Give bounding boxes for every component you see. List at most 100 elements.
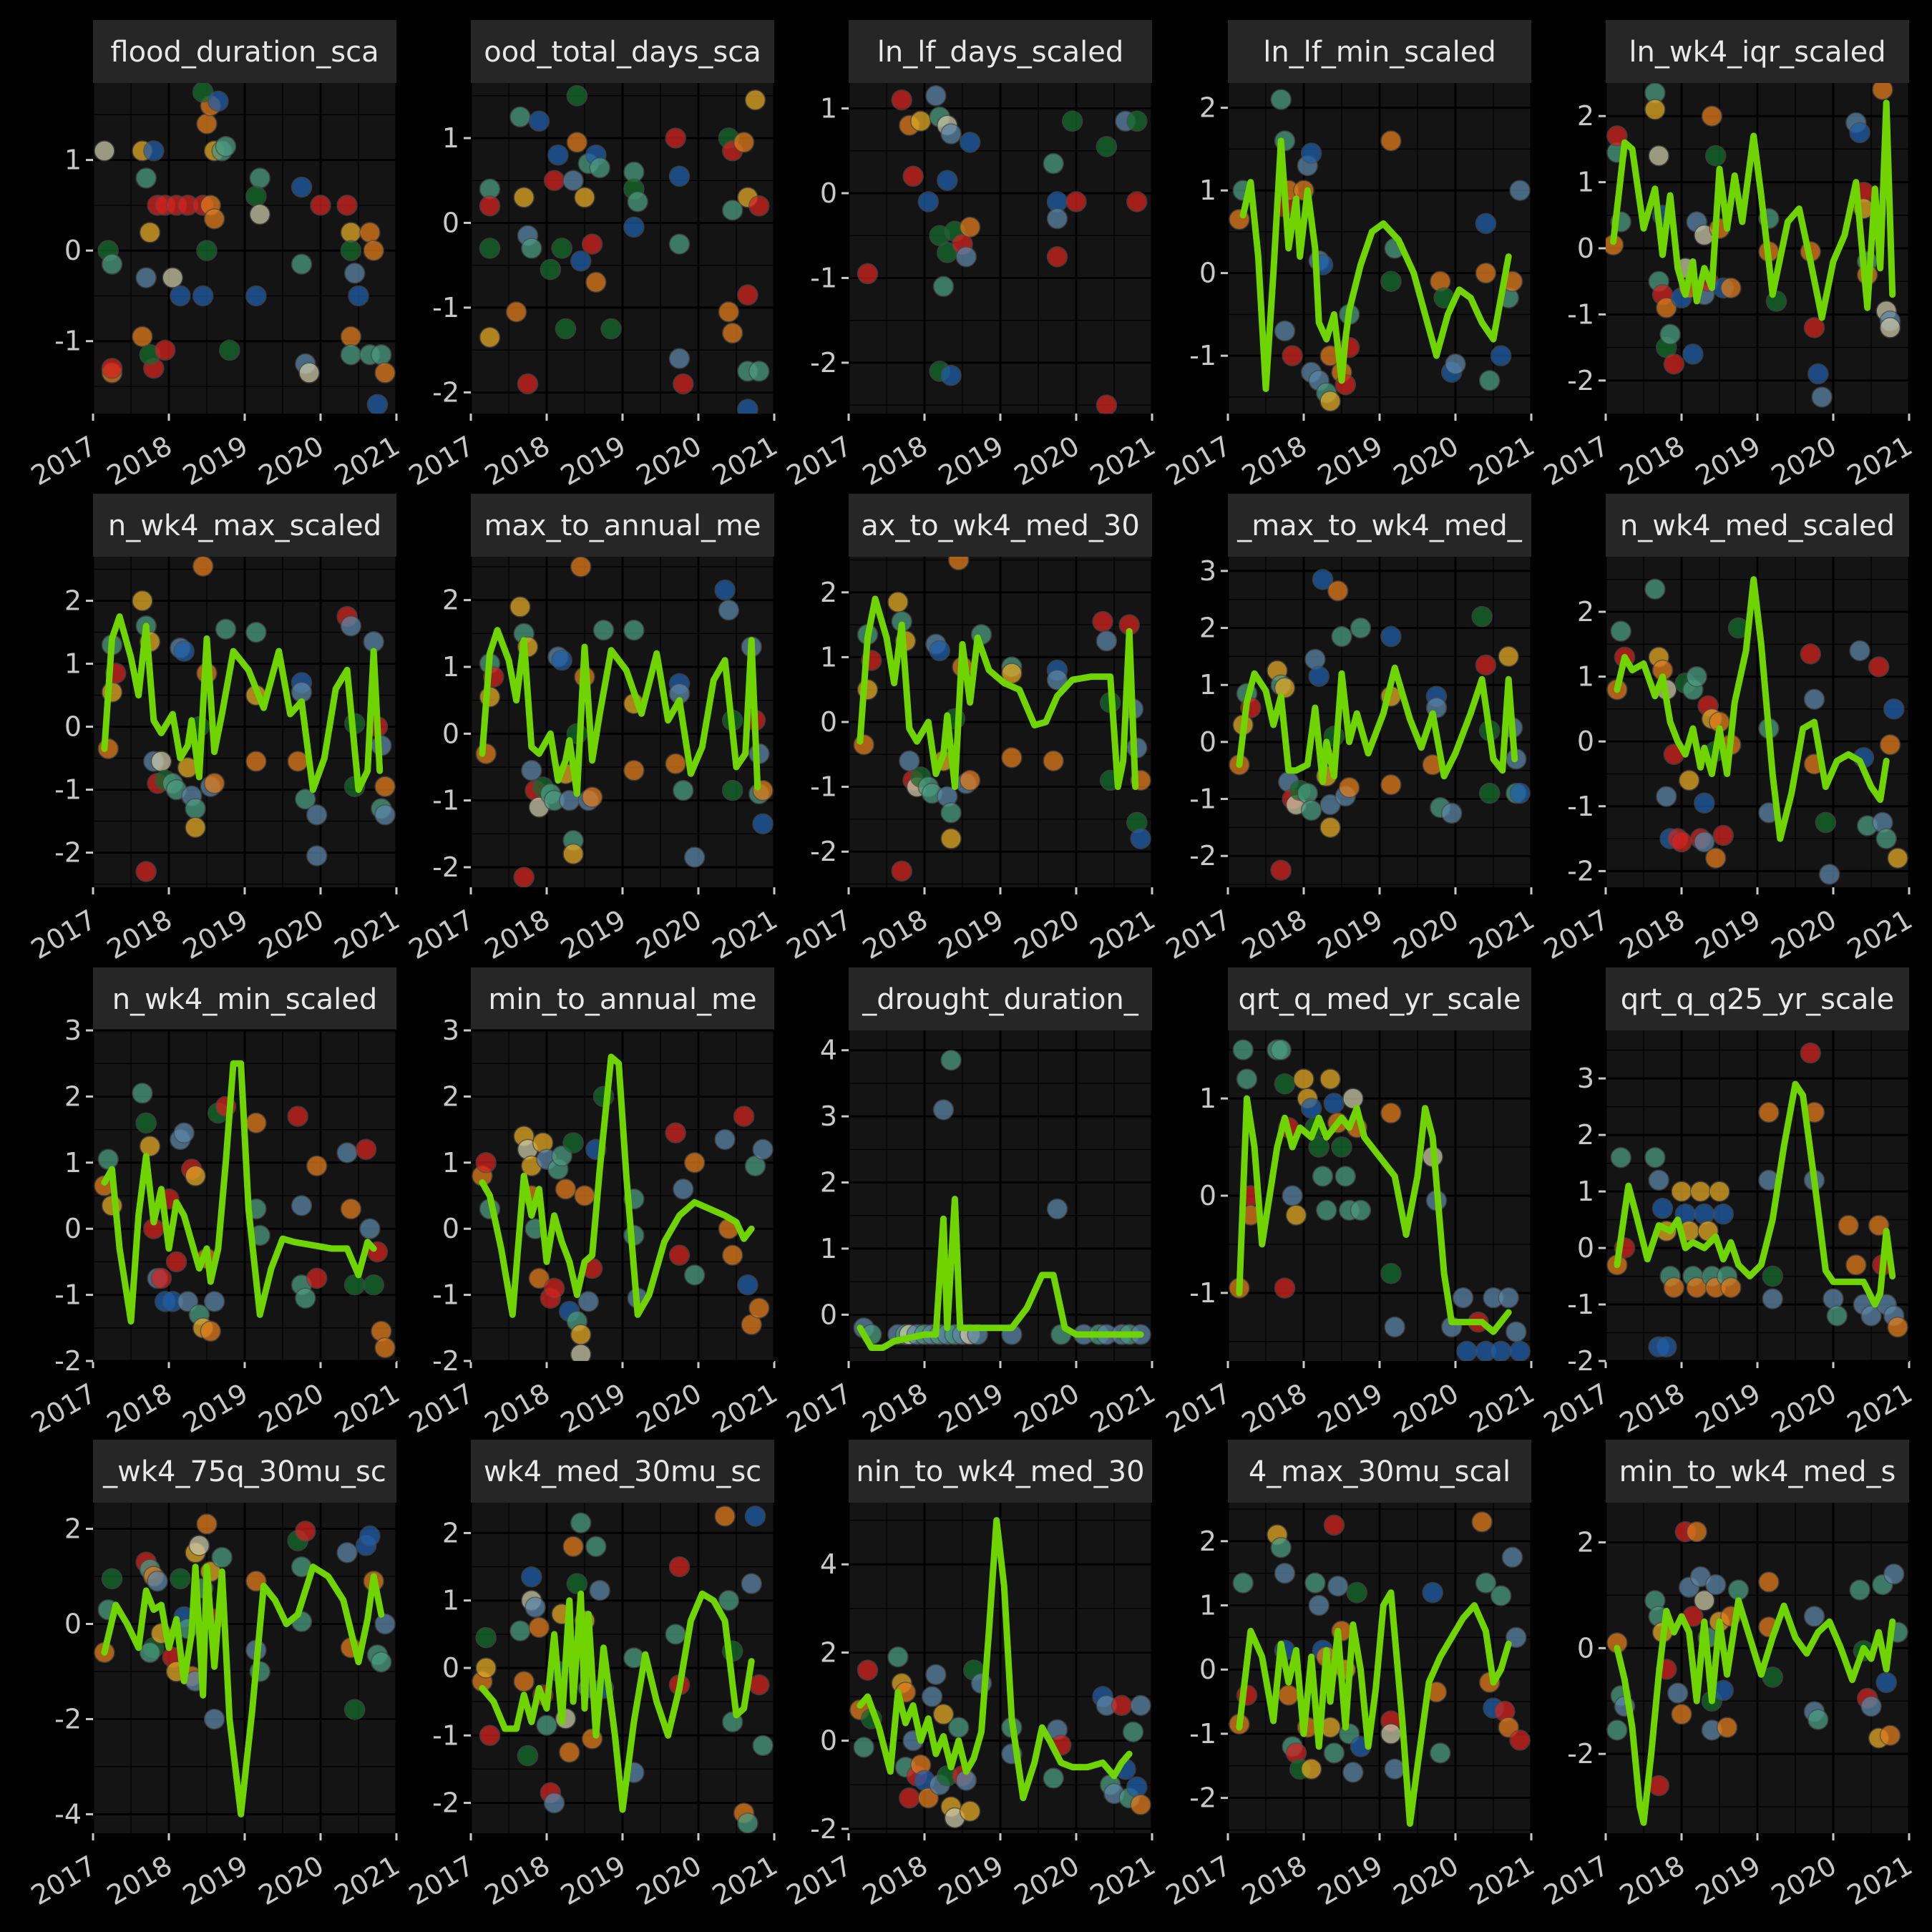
data-point bbox=[1043, 152, 1064, 175]
x-tick-label: 2020 bbox=[631, 904, 707, 965]
x-tick-label: 2017 bbox=[404, 904, 479, 965]
data-point bbox=[1312, 1166, 1334, 1187]
y-tick-label: 0 bbox=[64, 711, 82, 743]
data-point bbox=[1096, 394, 1118, 414]
data-point bbox=[249, 203, 270, 225]
data-point bbox=[1807, 1709, 1829, 1730]
trend-line bbox=[101, 1060, 377, 1325]
data-point bbox=[1096, 630, 1118, 652]
data-point bbox=[1297, 782, 1319, 804]
y-tick-label: 1 bbox=[64, 1147, 82, 1179]
data-point bbox=[1644, 99, 1666, 120]
data-point bbox=[721, 779, 743, 801]
x-tick-label: 2019 bbox=[1312, 1377, 1388, 1439]
data-point bbox=[581, 233, 603, 255]
data-point bbox=[1422, 1581, 1443, 1604]
data-point bbox=[185, 816, 206, 839]
data-point bbox=[1308, 1594, 1330, 1616]
data-point bbox=[585, 1536, 607, 1558]
data-point bbox=[1440, 802, 1463, 824]
x-tick-label: 2019 bbox=[1690, 904, 1766, 965]
y-tick-label: -1 bbox=[432, 1279, 459, 1311]
data-point bbox=[748, 1297, 770, 1319]
x-tick-label: 2021 bbox=[707, 1850, 783, 1911]
data-point bbox=[1762, 1288, 1783, 1309]
data-point bbox=[1648, 145, 1669, 167]
data-point bbox=[714, 579, 736, 601]
data-point bbox=[1282, 345, 1303, 366]
x-tick-label: 2021 bbox=[1842, 1377, 1918, 1439]
data-point bbox=[1285, 1204, 1307, 1226]
data-point bbox=[577, 1291, 600, 1312]
data-point bbox=[1694, 831, 1715, 853]
y-tick-label: 1 bbox=[1577, 1176, 1594, 1207]
data-point bbox=[1061, 110, 1083, 132]
data-point bbox=[336, 195, 358, 216]
data-point bbox=[1327, 580, 1349, 602]
trend-line bbox=[1614, 576, 1890, 842]
y-tick-label: -2 bbox=[432, 376, 459, 408]
y-tick-label: 3 bbox=[64, 1015, 82, 1046]
data-point bbox=[219, 339, 240, 361]
data-point bbox=[853, 1737, 874, 1758]
x-tick-label: 2020 bbox=[253, 904, 329, 965]
data-point bbox=[245, 1112, 267, 1134]
data-point bbox=[1849, 122, 1870, 144]
data-point bbox=[139, 1641, 161, 1664]
data-point bbox=[185, 1165, 206, 1187]
data-point bbox=[592, 619, 615, 641]
data-point bbox=[1868, 656, 1890, 678]
data-point bbox=[887, 1646, 909, 1668]
y-tick-label: -2 bbox=[432, 1787, 459, 1819]
data-point bbox=[1671, 831, 1692, 853]
data-point bbox=[1092, 610, 1113, 633]
facet-panel: min_to_wk4_med_s 2017 2018 2019 2020 2021 -2 0 2 bbox=[1538, 1440, 1918, 1911]
facet-panel: _wk4_75q_30mu_sc 2017 2018 2019 2020 2021 -4 -2… bbox=[26, 1440, 405, 1911]
data-point bbox=[374, 362, 396, 384]
trend-line bbox=[857, 595, 1139, 791]
x-tick-label: 2017 bbox=[781, 1377, 857, 1439]
trend-line bbox=[1236, 1095, 1512, 1335]
data-point bbox=[1096, 136, 1118, 157]
data-point bbox=[147, 1570, 168, 1592]
data-point bbox=[1456, 1340, 1478, 1361]
y-tick-label: -2 bbox=[1567, 855, 1594, 887]
x-tick-label: 2020 bbox=[1766, 1377, 1842, 1439]
data-point bbox=[1712, 824, 1735, 847]
x-tick-label: 2019 bbox=[1690, 430, 1766, 492]
data-point bbox=[298, 362, 320, 384]
facet-strip bbox=[1606, 1440, 1909, 1503]
data-point bbox=[1236, 1068, 1258, 1090]
facet-panel: wk4_med_30mu_sc 2017 2018 2019 2020 2021 -2 -1 0… bbox=[404, 1440, 783, 1911]
x-tick-label: 2021 bbox=[1085, 1377, 1161, 1439]
data-point bbox=[1490, 1585, 1512, 1606]
data-point bbox=[623, 619, 645, 641]
y-tick-label: 0 bbox=[1199, 1180, 1216, 1211]
y-tick-label: 0 bbox=[1199, 258, 1216, 289]
x-tick-label: 2017 bbox=[1161, 430, 1236, 492]
data-point bbox=[1046, 246, 1068, 268]
data-point bbox=[1490, 345, 1512, 366]
data-point bbox=[665, 1122, 686, 1143]
y-tick-label: -2 bbox=[810, 836, 837, 867]
x-tick-label: 2019 bbox=[1690, 1377, 1766, 1439]
data-point bbox=[1380, 1262, 1402, 1284]
y-tick-label: -2 bbox=[432, 852, 459, 883]
y-tick-label: 3 bbox=[820, 1101, 837, 1132]
data-point bbox=[1509, 782, 1531, 804]
x-tick-label: 2020 bbox=[253, 1377, 329, 1439]
y-tick-label: 2 bbox=[442, 1080, 459, 1112]
data-point bbox=[733, 1106, 755, 1127]
data-point bbox=[959, 769, 981, 791]
y-tick-label: 0 bbox=[442, 1213, 459, 1244]
data-point bbox=[355, 1138, 377, 1161]
data-point bbox=[1130, 1694, 1151, 1717]
x-tick-label: 2018 bbox=[1236, 1850, 1312, 1911]
data-point bbox=[562, 843, 584, 865]
data-point bbox=[479, 326, 501, 348]
data-point bbox=[1430, 1742, 1451, 1764]
data-point bbox=[306, 845, 328, 867]
data-point bbox=[1849, 640, 1870, 662]
data-point bbox=[1316, 1199, 1337, 1221]
data-point bbox=[1709, 1181, 1730, 1202]
